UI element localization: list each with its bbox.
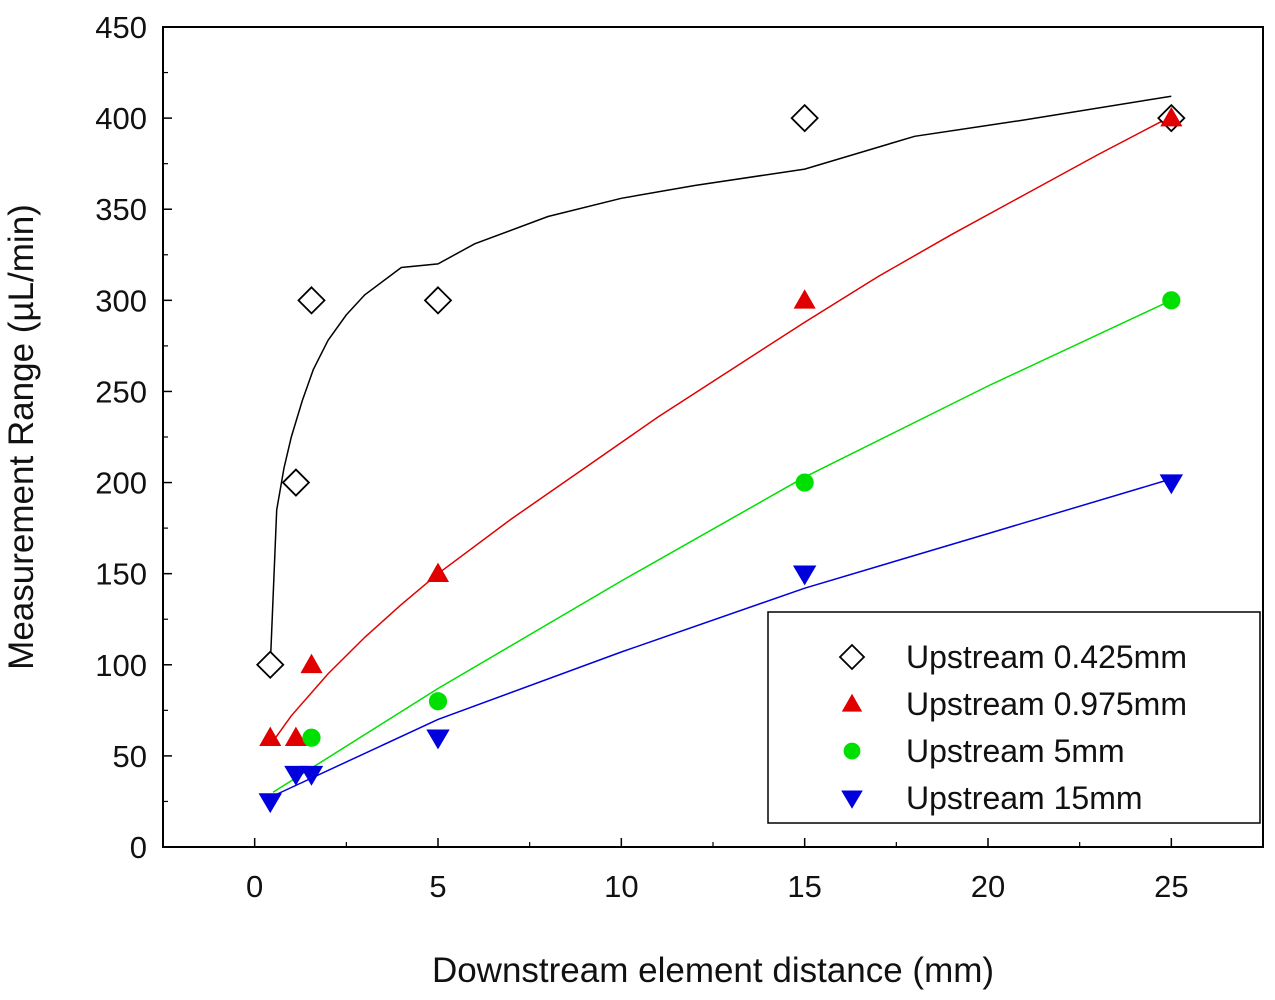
fit-line (269, 95, 1172, 665)
x-tick-label: 15 (787, 869, 821, 904)
data-point (792, 565, 817, 586)
y-tick-label: 350 (95, 192, 147, 227)
y-tick-label: 250 (95, 374, 147, 409)
data-point (795, 473, 814, 492)
data-point (1162, 291, 1181, 310)
data-point (426, 729, 450, 750)
data-point (284, 726, 307, 746)
data-point (284, 765, 308, 786)
x-tick-label: 5 (429, 869, 446, 904)
x-tick-label: 0 (246, 869, 263, 904)
y-axis-title: Measurement Range (µL/min) (2, 204, 41, 670)
data-point (281, 468, 311, 497)
y-tick-label: 450 (95, 10, 147, 45)
legend-label: Upstream 15mm (906, 780, 1143, 816)
legend-label: Upstream 0.425mm (906, 639, 1187, 675)
data-point (841, 693, 863, 712)
legend: Upstream 0.425mm Upstream 0.975mm Upstream… (767, 611, 1261, 824)
data-point (423, 286, 453, 315)
x-axis: 0 5 10 15 20 25 (162, 838, 1264, 904)
data-points (255, 103, 1186, 814)
data-point (1159, 474, 1184, 495)
x-axis-title: Downstream element distance (mm) (432, 951, 994, 990)
data-point (843, 742, 861, 760)
data-point (793, 289, 816, 309)
data-point (259, 726, 282, 746)
y-tick-label: 100 (95, 648, 147, 683)
fit-curves (269, 95, 1172, 797)
data-point (297, 286, 326, 315)
fit-line (272, 115, 1172, 742)
data-point (428, 692, 448, 711)
y-tick-label: 200 (95, 466, 147, 501)
data-point (841, 790, 863, 809)
data-point (258, 793, 282, 814)
data-point (302, 728, 321, 747)
data-point (838, 643, 866, 671)
x-tick-label: 10 (604, 869, 638, 904)
fit-line (272, 478, 1172, 797)
x-tick-label: 20 (971, 869, 1005, 904)
y-axis: 0 50 100 150 200 250 300 350 400 450 (95, 10, 172, 865)
data-point (426, 562, 450, 582)
data-point (300, 653, 323, 674)
data-point (1160, 107, 1183, 127)
data-point (299, 765, 324, 786)
x-tick-label: 25 (1154, 869, 1188, 904)
legend-label: Upstream 0.975mm (906, 686, 1187, 722)
y-tick-label: 300 (95, 283, 147, 318)
y-tick-label: 400 (95, 101, 147, 136)
data-point (255, 650, 285, 680)
y-tick-label: 150 (95, 557, 147, 592)
data-point (790, 103, 819, 133)
legend-label: Upstream 5mm (906, 733, 1125, 769)
y-tick-label: 50 (113, 739, 147, 774)
y-tick-label: 0 (130, 830, 147, 865)
fit-line (272, 299, 1172, 793)
